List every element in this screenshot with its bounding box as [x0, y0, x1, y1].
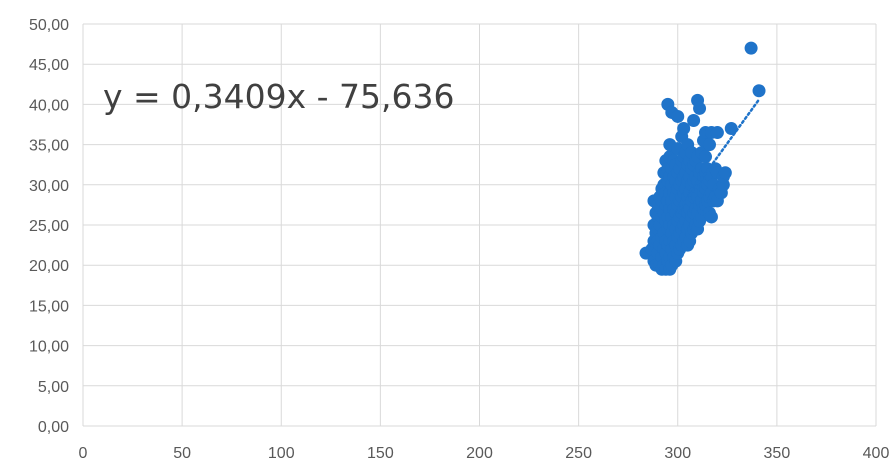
x-tick-label: 250 [565, 445, 592, 462]
axis-labels: 0,00 5,00 10,00 15,00 20,00 25,00 30,00 35,00 40… [29, 17, 889, 462]
y-tick-label: 0,00 [38, 419, 69, 436]
y-tick-label: 5,00 [38, 379, 69, 396]
trendline [676, 98, 761, 214]
data-point [699, 150, 713, 164]
data-point [744, 41, 758, 55]
x-tick-label: 400 [863, 445, 890, 462]
y-tick-label: 25,00 [29, 218, 69, 235]
y-tick-label: 10,00 [29, 339, 69, 356]
x-tick-label: 200 [466, 445, 493, 462]
x-tick-label: 0 [79, 445, 88, 462]
data-point [724, 122, 738, 136]
data-point [671, 109, 685, 123]
data-point [687, 113, 701, 127]
x-tick-label: 350 [764, 445, 791, 462]
data-point [710, 126, 724, 140]
data-points [639, 41, 766, 276]
y-tick-label: 20,00 [29, 258, 69, 275]
y-tick-label: 45,00 [29, 57, 69, 74]
trendline-layer [676, 98, 761, 214]
x-tick-label: 150 [367, 445, 394, 462]
y-tick-label: 50,00 [29, 17, 69, 34]
y-tick-label: 30,00 [29, 178, 69, 195]
x-tick-label: 100 [268, 445, 295, 462]
data-point [752, 84, 766, 98]
y-tick-label: 35,00 [29, 138, 69, 155]
x-tick-label: 50 [173, 445, 191, 462]
x-tick-label: 300 [664, 445, 691, 462]
data-point [693, 101, 707, 115]
data-point [718, 166, 732, 180]
data-point [704, 210, 718, 224]
y-tick-label: 40,00 [29, 97, 69, 114]
trendline-equation: y = 0,3409x - 75,636 [103, 77, 455, 116]
y-tick-label: 15,00 [29, 298, 69, 315]
data-point [702, 138, 716, 152]
data-point [677, 122, 691, 136]
